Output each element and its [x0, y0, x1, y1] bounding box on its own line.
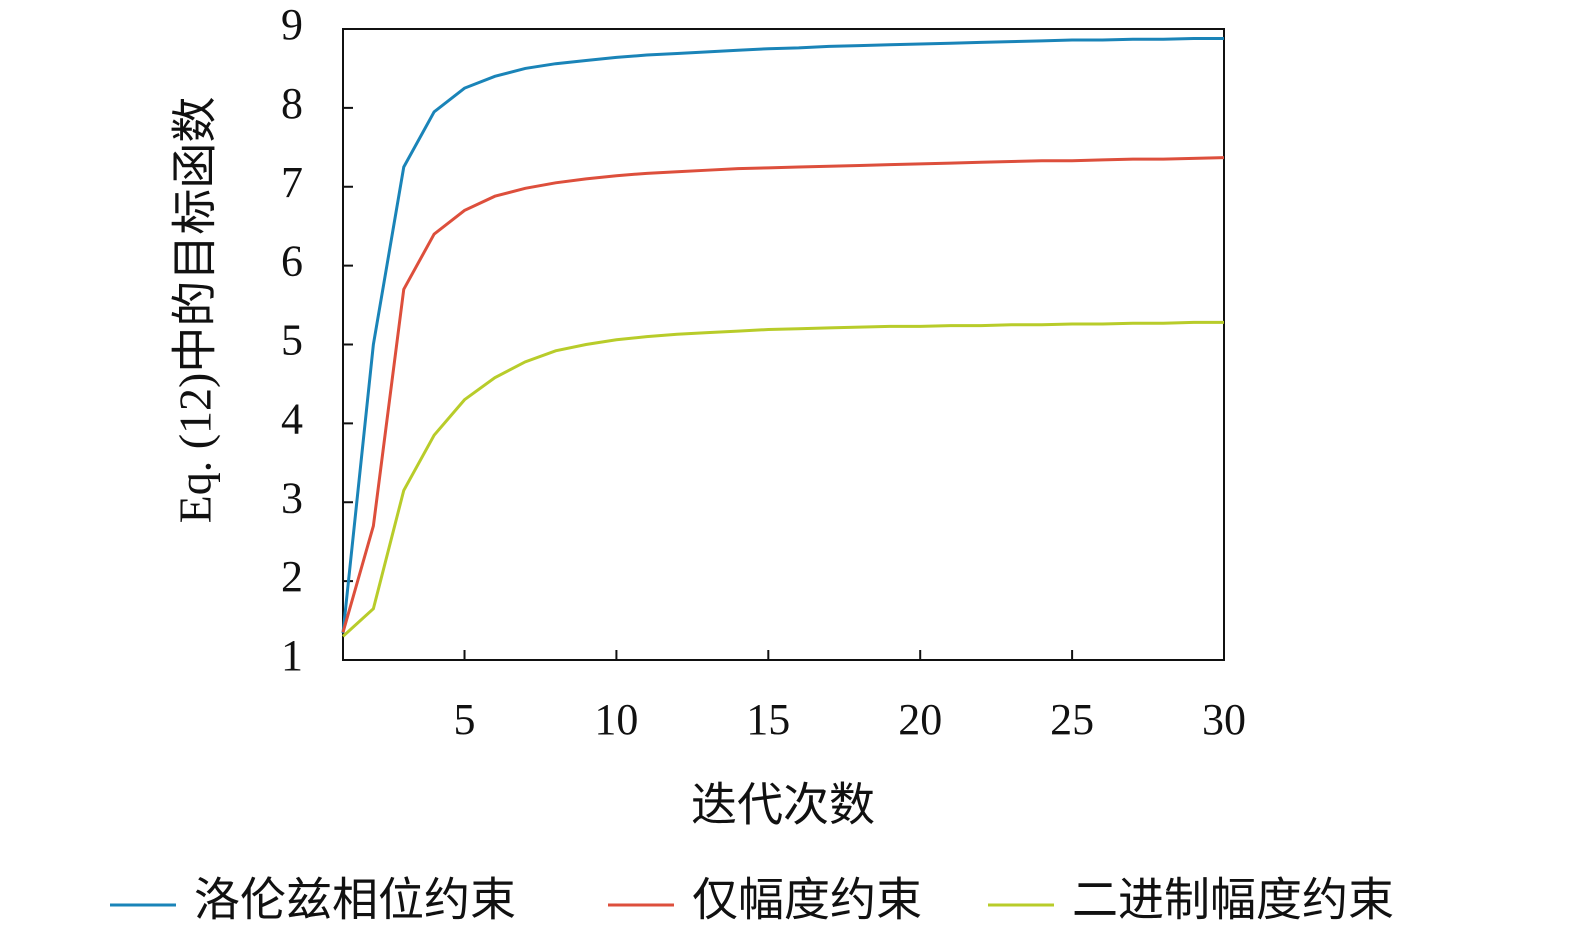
plot-frame	[342, 28, 1225, 661]
x-tick-label: 5	[454, 695, 476, 744]
y-tick-label: 2	[281, 552, 303, 601]
y-tick-label: 4	[281, 394, 303, 443]
line	[341, 156, 1225, 633]
line	[341, 320, 1224, 638]
x-tick-label: 15	[746, 695, 790, 744]
x-tick-label: 10	[594, 695, 638, 744]
x-tick-label: 25	[1050, 695, 1094, 744]
y-tick-label: 7	[281, 158, 303, 207]
line	[341, 36, 1224, 634]
x-tick-label: 30	[1202, 695, 1246, 744]
y-tick-label: 5	[281, 316, 303, 365]
y-tick-label: 9	[281, 0, 303, 49]
legend-label: 仅幅度约束	[692, 875, 922, 926]
y-tick-label: 1	[281, 631, 303, 680]
y-tick-label: 6	[281, 237, 303, 286]
y-tick-label: 8	[281, 79, 303, 128]
legend-label: 洛伦兹相位约束	[194, 875, 516, 926]
x-axis-label: 迭代次数	[691, 780, 875, 831]
x-tick-label: 20	[898, 695, 942, 744]
y-tick-label: 3	[281, 473, 303, 522]
y-axis-label: Eq. (12)中的目标函数	[170, 97, 221, 524]
legend-label: 二进制幅度约束	[1072, 875, 1394, 926]
